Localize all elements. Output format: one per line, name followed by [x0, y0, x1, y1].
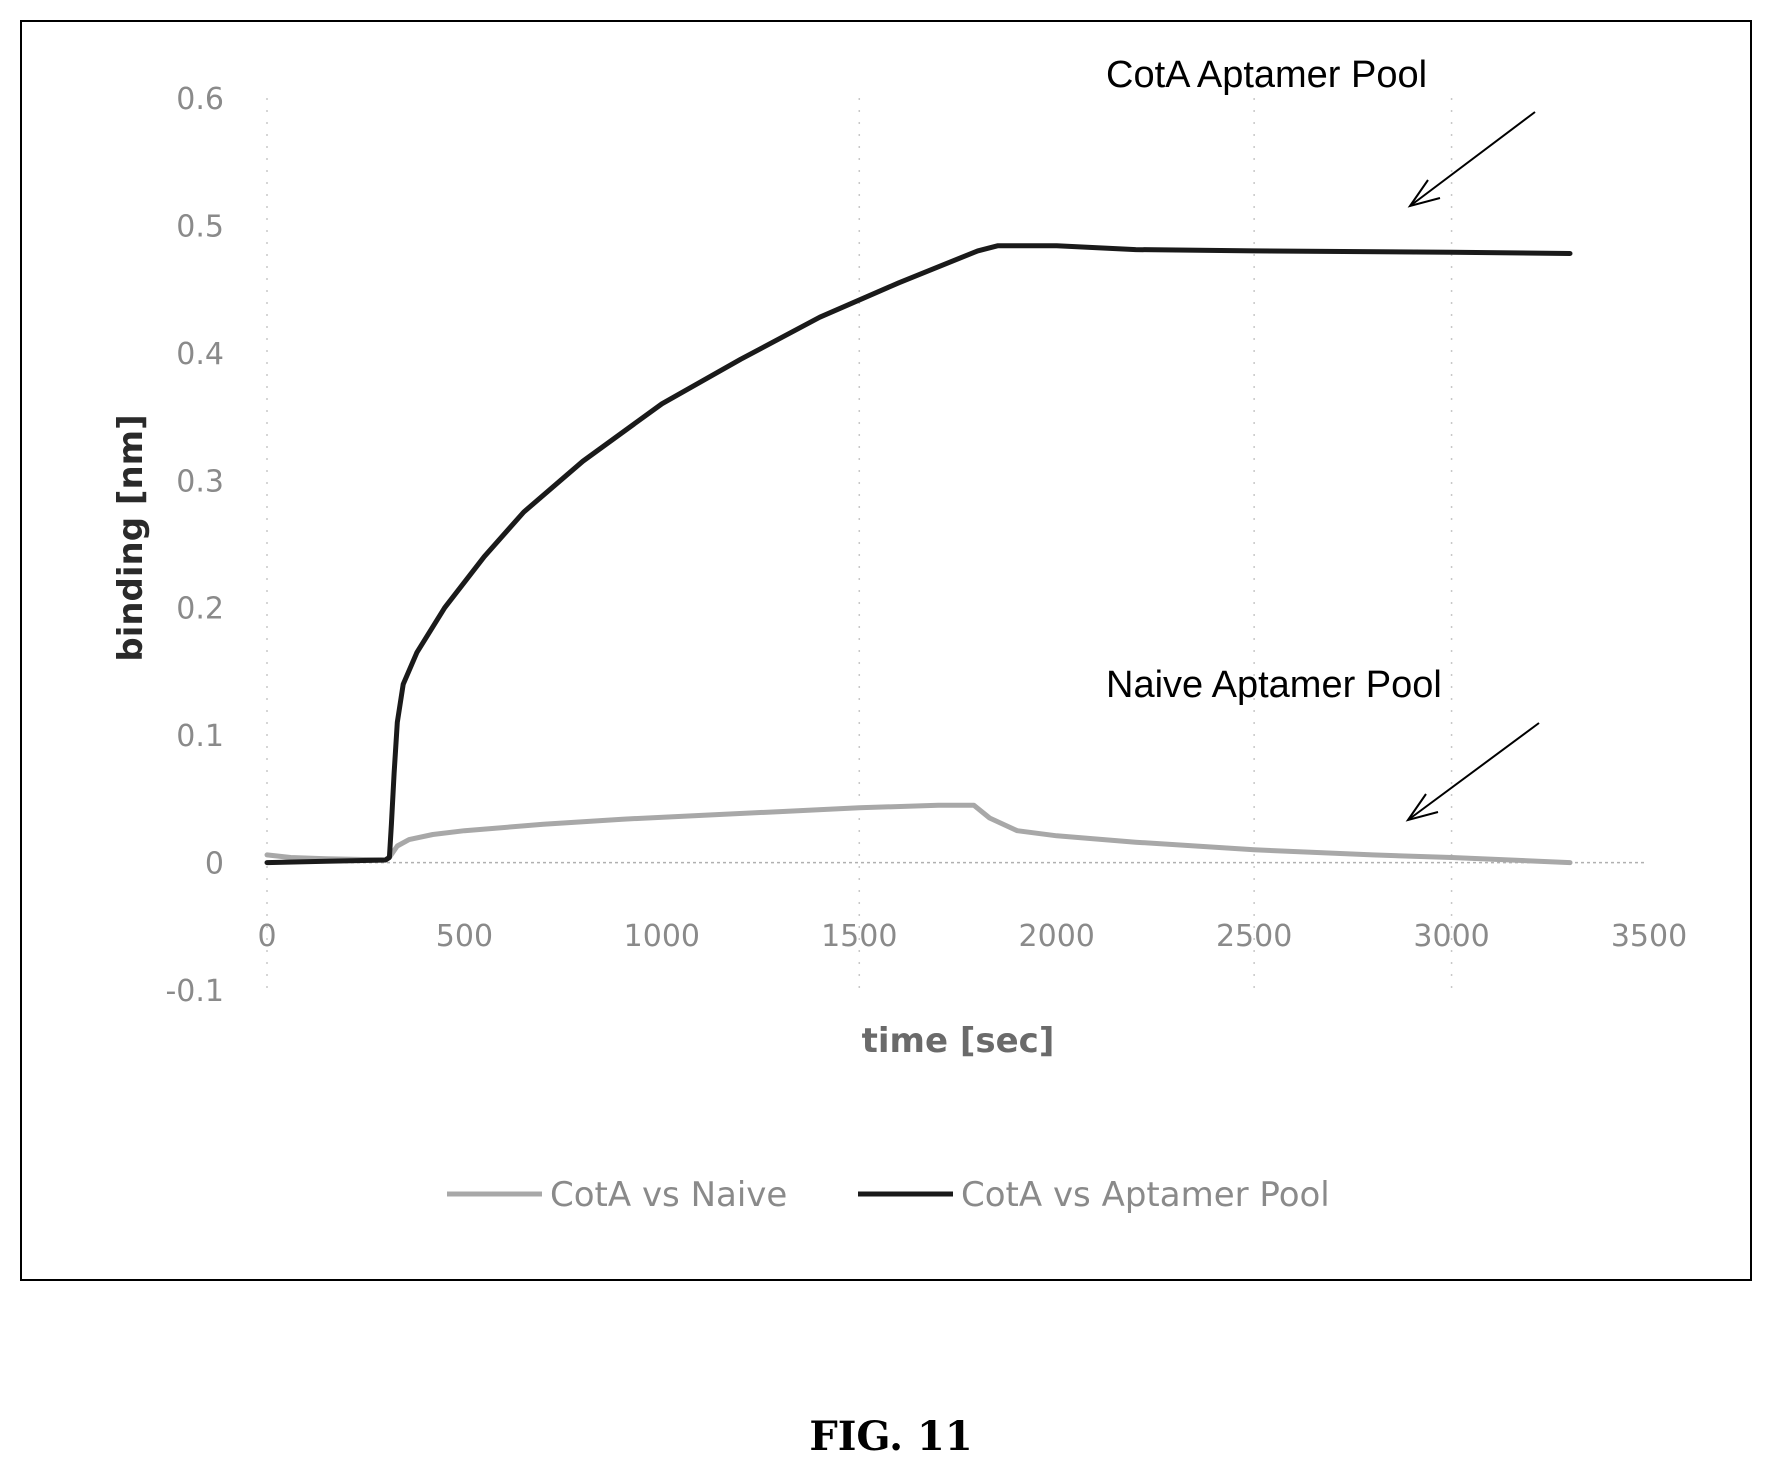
x-tick-label: 1000	[624, 919, 700, 954]
legend: CotA vs Naive CotA vs Aptamer Pool	[447, 1175, 1330, 1215]
x-tick-label: 500	[436, 919, 493, 954]
chart-frame	[20, 20, 1752, 1281]
y-tick-label: 0	[205, 847, 224, 882]
x-tick-label: 2500	[1216, 919, 1292, 954]
annotation-label-cota-aptamer-pool: CotA Aptamer Pool	[1106, 54, 1427, 96]
annotation-arrow-naive-aptamer-pool	[1407, 722, 1540, 821]
x-tick-labels: 0 500 1000 1500 2000 2500 3000 3500	[257, 919, 1687, 954]
legend-label-cota-vs-aptamer-pool: CotA vs Aptamer Pool	[961, 1175, 1330, 1215]
legend-label-cota-vs-naive: CotA vs Naive	[550, 1175, 787, 1215]
annotation-naive-aptamer-pool: Naive Aptamer Pool	[1106, 664, 1540, 822]
annotation-arrow-cota-aptamer-pool	[1409, 111, 1536, 207]
y-tick-label: 0.1	[176, 719, 224, 754]
x-tick-label: 0	[257, 919, 276, 954]
y-axis-title: binding [nm]	[111, 414, 151, 661]
y-tick-label: 0.4	[176, 337, 224, 372]
grid	[266, 98, 1453, 990]
x-tick-label: 2000	[1019, 919, 1095, 954]
arrowhead-icon	[1407, 179, 1441, 208]
annotation-label-naive-aptamer-pool: Naive Aptamer Pool	[1106, 664, 1442, 706]
x-tick-label: 1500	[821, 919, 897, 954]
y-tick-label: 0.3	[176, 464, 224, 499]
y-tick-label: 0.6	[176, 82, 224, 117]
y-tick-labels: -0.1 0 0.1 0.2 0.3 0.4 0.5 0.6	[165, 82, 224, 1009]
annotation-cota-aptamer-pool: CotA Aptamer Pool	[1106, 54, 1536, 208]
series-line-cota-vs-aptamer-pool	[264, 243, 1573, 866]
y-tick-label: 0.5	[176, 209, 224, 244]
x-tick-label: 3000	[1413, 919, 1489, 954]
figure-caption: FIG. 11	[809, 1413, 972, 1460]
arrowhead-icon	[1405, 793, 1439, 822]
y-tick-label: 0.2	[176, 592, 224, 627]
series	[264, 243, 1573, 866]
x-tick-label: 3500	[1611, 919, 1687, 954]
y-tick-label: -0.1	[165, 974, 224, 1009]
x-axis-title: time [sec]	[862, 1021, 1055, 1061]
